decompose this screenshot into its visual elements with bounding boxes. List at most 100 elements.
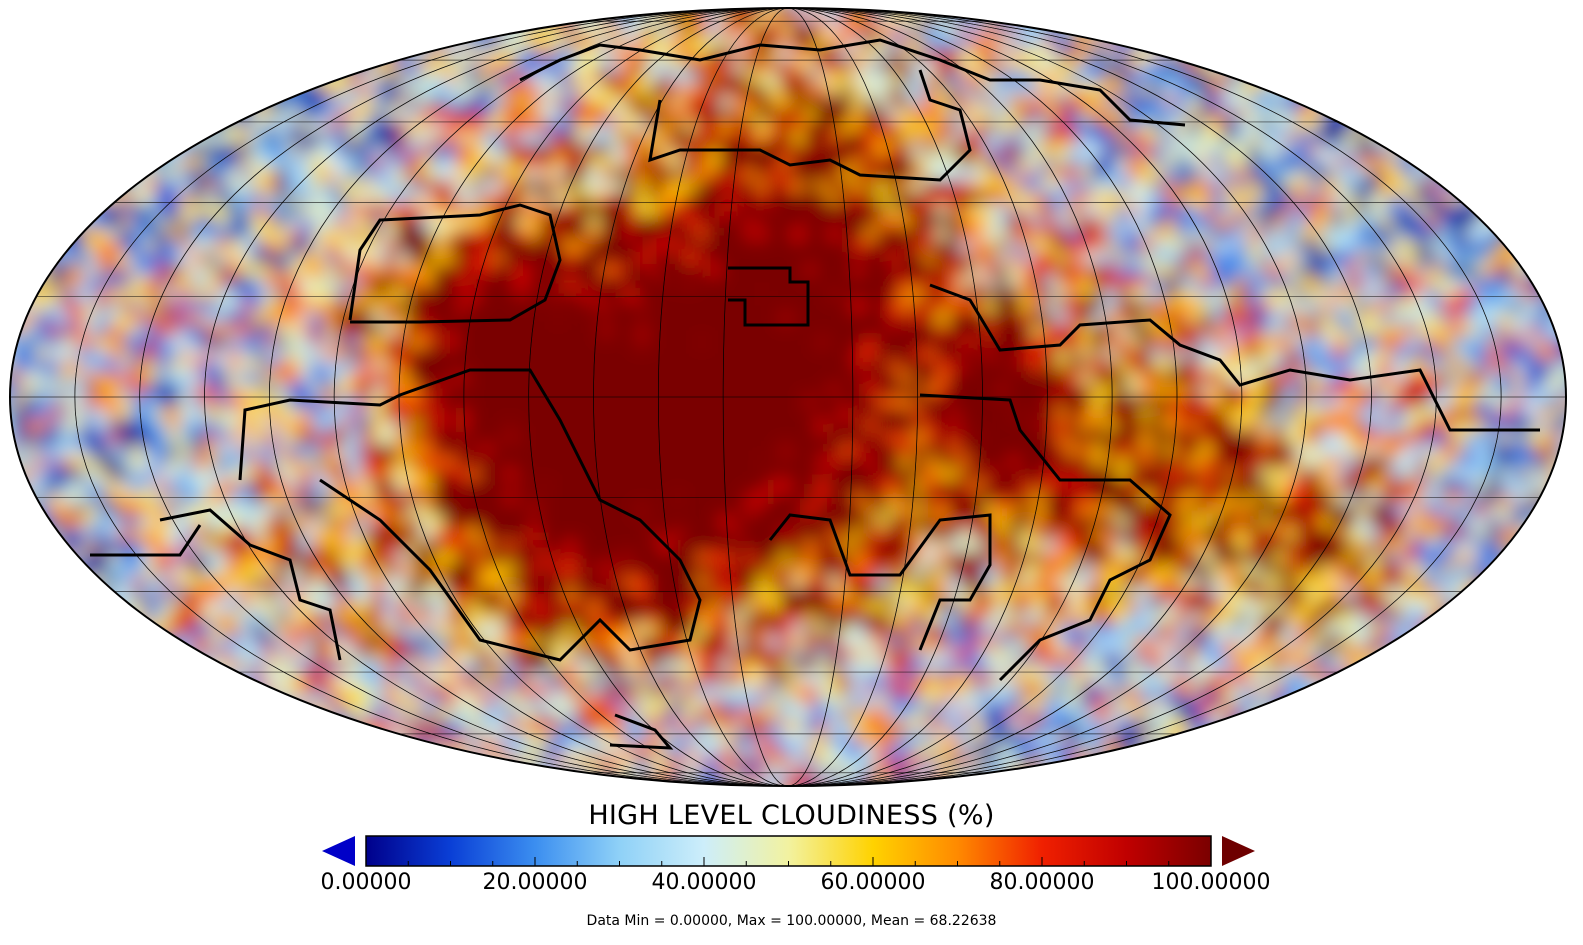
field-cell (864, 24, 877, 37)
field-cell (696, 24, 709, 37)
field-cell (132, 504, 145, 517)
field-cell (240, 384, 253, 397)
field-cell (924, 60, 937, 73)
field-cell (96, 504, 109, 517)
field-cell (996, 408, 1009, 421)
field-cell (348, 324, 361, 337)
field-cell (852, 324, 865, 337)
field-cell (984, 444, 997, 457)
field-cell (108, 396, 121, 409)
field-cell (324, 372, 337, 385)
field-cell (180, 264, 193, 277)
field-cell (216, 504, 229, 517)
field-cell (108, 204, 121, 217)
field-cell (120, 252, 133, 265)
field-cell (1476, 264, 1489, 277)
field-cell (408, 444, 421, 457)
field-cell (1152, 336, 1165, 349)
field-cell (564, 504, 577, 517)
field-cell (708, 264, 721, 277)
field-cell (852, 24, 865, 37)
field-cell (444, 528, 457, 541)
field-cell (756, 204, 769, 217)
field-cell (1272, 156, 1285, 169)
field-cell (324, 468, 337, 481)
field-cell (240, 264, 253, 277)
field-cell (912, 432, 925, 445)
field-cell (1116, 144, 1129, 157)
field-cell (216, 396, 229, 409)
field-cell (420, 468, 433, 481)
field-cell (180, 492, 193, 505)
field-cell (708, 324, 721, 337)
field-cell (36, 312, 49, 325)
field-cell (1116, 168, 1129, 181)
field-cell (660, 132, 673, 145)
field-cell (1476, 456, 1489, 469)
field-cell (444, 204, 457, 217)
field-cell (960, 480, 973, 493)
field-cell (312, 312, 325, 325)
field-cell (96, 516, 109, 529)
field-cell (1272, 396, 1285, 409)
field-cell (420, 456, 433, 469)
field-cell (1500, 228, 1513, 241)
field-cell (720, 288, 733, 301)
field-cell (48, 504, 61, 517)
field-cell (1104, 444, 1117, 457)
field-cell (648, 468, 661, 481)
field-cell (360, 468, 373, 481)
field-cell (1428, 288, 1441, 301)
field-cell (312, 96, 325, 109)
field-cell (36, 432, 49, 445)
field-cell (852, 528, 865, 541)
field-cell (1380, 216, 1393, 229)
field-cell (672, 420, 685, 433)
field-cell (1380, 504, 1393, 517)
field-cell (72, 492, 85, 505)
field-cell (444, 228, 457, 241)
field-cell (1128, 180, 1141, 193)
field-cell (984, 84, 997, 97)
field-cell (204, 444, 217, 457)
field-cell (1188, 84, 1201, 97)
field-cell (384, 336, 397, 349)
field-cell (528, 168, 541, 181)
field-cell (684, 492, 697, 505)
field-cell (456, 252, 469, 265)
field-cell (1356, 516, 1369, 529)
field-cell (1140, 72, 1153, 85)
field-cell (1008, 96, 1021, 109)
field-cell (300, 372, 313, 385)
field-cell (828, 24, 841, 37)
field-cell (660, 168, 673, 181)
field-cell (432, 336, 445, 349)
field-cell (276, 480, 289, 493)
field-cell (576, 120, 589, 133)
field-cell (480, 24, 493, 37)
field-cell (96, 408, 109, 421)
field-cell (1380, 156, 1393, 169)
field-cell (1524, 324, 1537, 337)
field-cell (1224, 84, 1237, 97)
field-cell (1056, 516, 1069, 529)
field-cell (1236, 360, 1249, 373)
field-cell (204, 276, 217, 289)
field-cell (1248, 228, 1261, 241)
field-cell (504, 288, 517, 301)
field-cell (1080, 336, 1093, 349)
field-cell (1056, 456, 1069, 469)
field-cell (1116, 516, 1129, 529)
field-cell (1320, 336, 1333, 349)
field-cell (1020, 36, 1033, 49)
field-cell (1200, 72, 1213, 85)
field-cell (1188, 168, 1201, 181)
field-cell (336, 180, 349, 193)
field-cell (672, 432, 685, 445)
field-cell (600, 204, 613, 217)
field-cell (1344, 204, 1357, 217)
field-cell (1236, 264, 1249, 277)
field-cell (996, 480, 1009, 493)
field-cell (1176, 96, 1189, 109)
field-cell (24, 528, 37, 541)
